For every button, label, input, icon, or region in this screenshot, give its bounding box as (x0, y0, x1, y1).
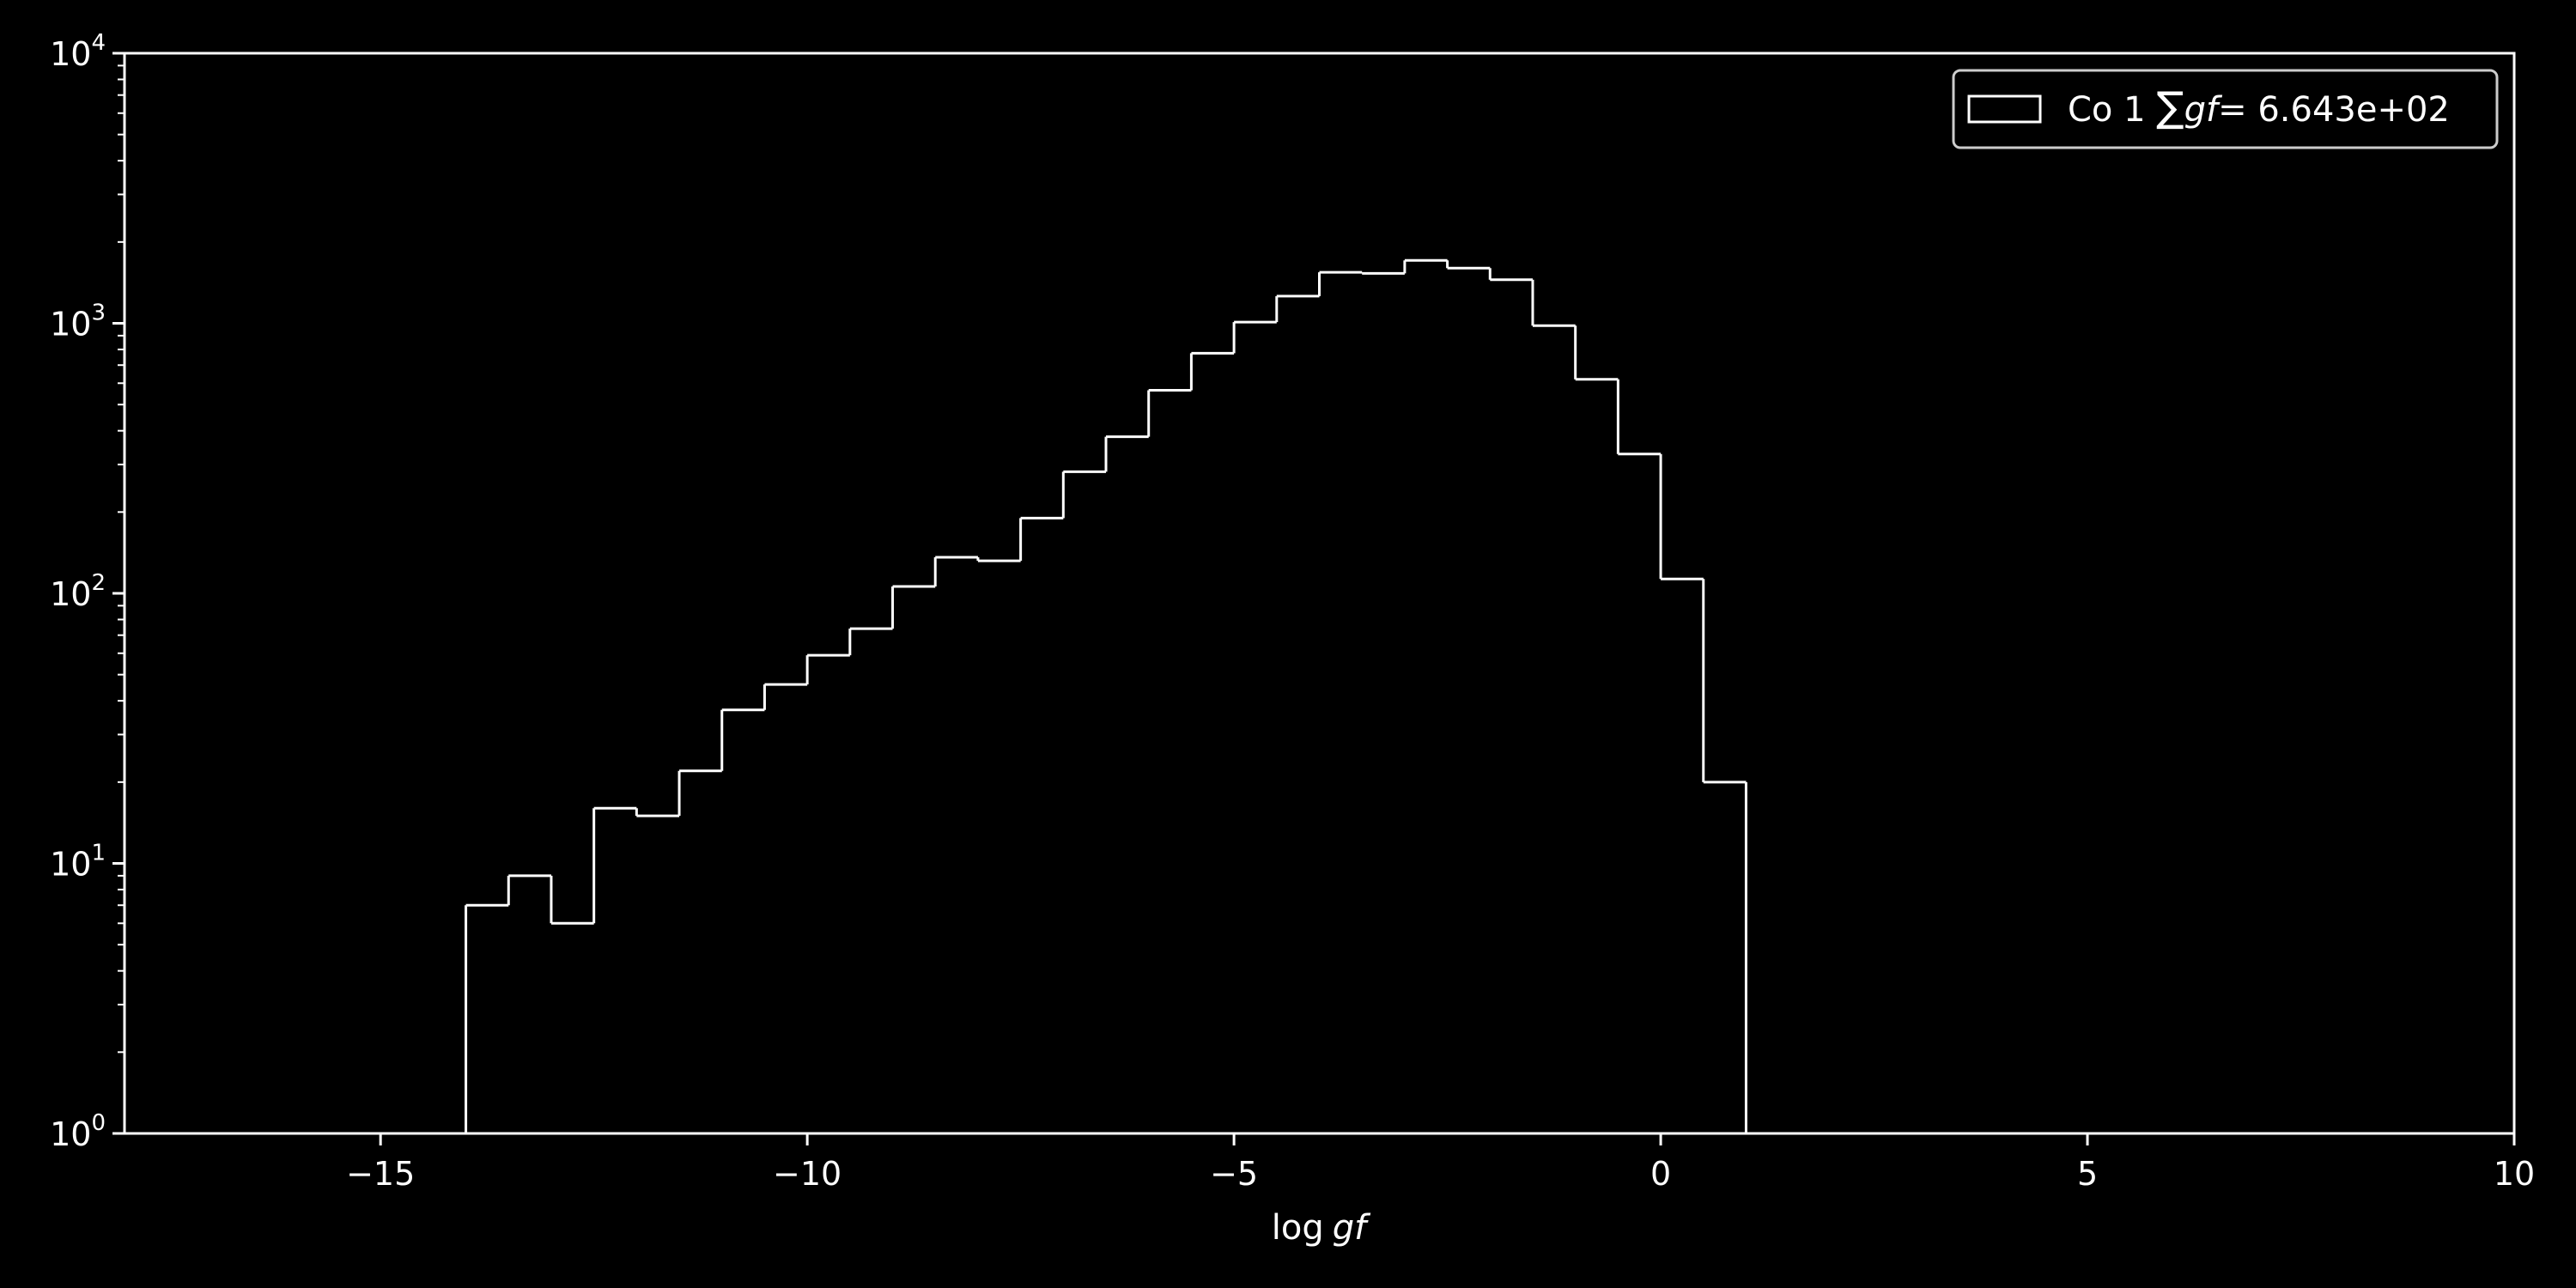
x-tick-label: −10 (773, 1155, 841, 1193)
histogram-bin (1659, 453, 1704, 580)
x-tick-label: −5 (1210, 1155, 1258, 1193)
x-axis-ticks: −15 −10 −5 0 5 10 (346, 1133, 2535, 1193)
histogram-bin (720, 708, 765, 771)
histogram-bin (762, 683, 808, 710)
y-tick-label: 101 (50, 841, 106, 884)
histogram-bin (1104, 435, 1149, 472)
histogram-bin (1360, 271, 1405, 275)
histogram-bin (635, 808, 680, 817)
legend-var: gf (2184, 90, 2223, 130)
histogram-bin (933, 556, 978, 587)
x-axis-label: log gf (1272, 1208, 1371, 1248)
legend-label: Co 1 ∑gf= 6.643e+02 (2068, 83, 2450, 131)
histogram-bin (1275, 295, 1320, 323)
legend-sum-symbol: ∑ (2156, 83, 2184, 131)
y-axis-ticks: 100 101 102 103 104 (50, 30, 125, 1153)
legend-suffix: = 6.643e+02 (2218, 90, 2450, 130)
y-tick-label: 100 (50, 1110, 106, 1153)
legend-box (1952, 69, 2499, 149)
histogram-bin (465, 903, 509, 1133)
histogram-bin (1488, 268, 1533, 282)
histogram-bin (848, 627, 893, 656)
histogram-bin (1574, 325, 1619, 381)
x-tick-label: 5 (2077, 1155, 2098, 1193)
y-minor-ticks (118, 64, 125, 1054)
histogram-bin (550, 875, 594, 925)
histogram-bin (592, 806, 637, 924)
histogram-bin (1189, 351, 1235, 391)
y-tick-label: 103 (50, 301, 106, 343)
y-tick-label: 102 (50, 570, 106, 613)
histogram-bin (677, 769, 722, 817)
histogram-bin (1616, 379, 1662, 456)
y-tick-label: 104 (50, 30, 106, 73)
histogram-bin (1318, 270, 1363, 296)
histogram-bin (507, 874, 551, 906)
histogram-bin (1403, 258, 1448, 274)
histogram-bin (891, 585, 936, 629)
x-axis-label-var: gf (1333, 1208, 1371, 1248)
histogram-bin (1702, 579, 1747, 784)
histogram-bin (1446, 260, 1491, 270)
x-tick-label: 0 (1650, 1155, 1671, 1193)
histogram-bin (1147, 388, 1192, 437)
histogram-bin (1531, 279, 1576, 327)
x-tick-label: −15 (346, 1155, 415, 1193)
legend-prefix: Co 1 (2068, 90, 2156, 130)
legend: Co 1 ∑gf= 6.643e+02 (1952, 69, 2499, 149)
x-tick-label: 10 (2494, 1155, 2535, 1193)
legend-patch (1967, 94, 2042, 124)
x-axis-label-func: log (1272, 1208, 1324, 1248)
histogram-bin (1061, 470, 1107, 519)
histogram-bin (1232, 320, 1277, 354)
histogram-bin (976, 557, 1021, 562)
histogram-bins (210, 258, 1747, 1135)
histogram-bin (1019, 516, 1064, 562)
histogram-bin (805, 653, 850, 685)
